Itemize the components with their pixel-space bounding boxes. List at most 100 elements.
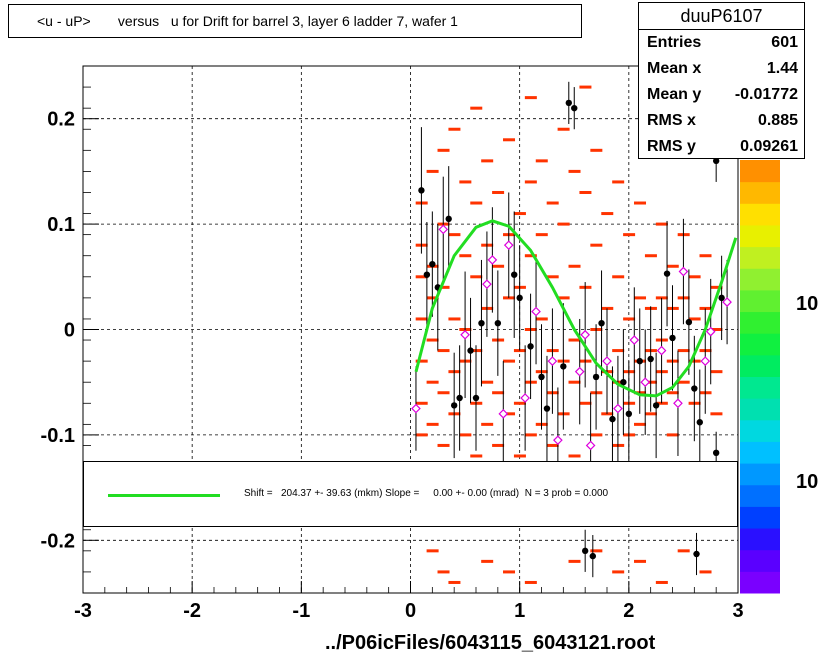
heatmap-cell xyxy=(437,285,450,289)
fit-curve xyxy=(414,219,738,398)
heatmap-cell xyxy=(481,422,494,426)
heatmap-cell xyxy=(470,275,483,279)
profile-point xyxy=(693,550,700,558)
stats-label: RMS x xyxy=(647,112,696,129)
profile-point xyxy=(636,357,643,365)
heatmap-cell xyxy=(481,159,494,163)
profile-point xyxy=(691,385,698,392)
profile-point-open xyxy=(547,356,558,366)
x-tick-label: 3 xyxy=(732,600,743,622)
color-scale-cell xyxy=(740,289,780,313)
heatmap-cell xyxy=(590,148,603,152)
profile-point xyxy=(450,402,458,409)
heatmap-cell xyxy=(699,254,712,258)
heatmap-cell xyxy=(415,359,428,363)
heatmap-cell xyxy=(568,454,581,458)
stats-value: 601 xyxy=(771,34,798,51)
x-tick-label: -3 xyxy=(74,600,92,622)
heatmap-cell xyxy=(568,169,581,173)
stats-label: Mean y xyxy=(647,86,702,103)
profile-point xyxy=(718,294,725,302)
y-tick-label: 0 xyxy=(64,320,75,342)
color-scale-label: 10 xyxy=(796,471,818,493)
heatmap-cell xyxy=(612,570,625,574)
profile-point xyxy=(669,334,676,342)
color-scale-cell xyxy=(740,333,780,356)
profile-point-open xyxy=(613,403,623,414)
stats-box: duuP6107 Entries 601 Mean x 1.44 Mean y … xyxy=(638,2,805,159)
heatmap-cell xyxy=(634,422,647,426)
heatmap-cell xyxy=(579,190,592,194)
color-scale-cell xyxy=(740,441,780,464)
stats-value: 0.885 xyxy=(757,112,798,129)
heatmap-cell xyxy=(524,96,537,100)
heatmap-cell xyxy=(557,296,570,300)
color-scale-cell xyxy=(740,376,780,399)
heatmap-cell xyxy=(623,233,636,237)
color-scale-cell xyxy=(740,549,780,572)
y-tick-label: -0.2 xyxy=(41,530,75,552)
profile-point xyxy=(581,547,589,555)
heatmap-cell xyxy=(568,559,581,563)
heatmap-cell xyxy=(415,317,428,321)
profile-point-open xyxy=(602,356,612,366)
heatmap-cell xyxy=(524,580,537,584)
heatmap-cell xyxy=(535,317,548,321)
profile-point-open xyxy=(585,440,596,451)
heatmap-cell xyxy=(415,433,428,437)
y-tick-label: 0.1 xyxy=(47,214,75,236)
heatmap-cell xyxy=(437,349,450,353)
profile-point xyxy=(647,355,654,363)
profile-point-open xyxy=(482,279,492,290)
profile-point-open xyxy=(640,377,651,388)
color-scale-cell xyxy=(740,484,780,507)
profile-point xyxy=(423,271,431,278)
profile-point xyxy=(663,270,671,277)
profile-point xyxy=(685,318,693,326)
heatmap-cell xyxy=(579,401,592,405)
heatmap-cell xyxy=(503,570,516,574)
heatmap-cell xyxy=(677,549,690,553)
heatmap-cell xyxy=(415,275,428,279)
profile-point xyxy=(560,363,567,370)
heatmap-cell xyxy=(492,391,505,395)
heatmap-cell xyxy=(448,127,461,131)
profile-point xyxy=(598,319,605,327)
heatmap-cell xyxy=(557,222,570,226)
profile-point xyxy=(696,419,703,426)
heatmap-cell xyxy=(688,317,701,321)
profile-point-open xyxy=(574,366,585,377)
profile-point-open xyxy=(531,306,541,317)
footer-filename: ../P06icFiles/6043115_6043121.root xyxy=(325,632,656,654)
profile-point xyxy=(418,187,425,194)
profile-point-open xyxy=(705,326,716,337)
x-tick-label: 1 xyxy=(514,600,525,622)
profile-point-open xyxy=(487,255,498,265)
profile-point xyxy=(712,449,720,457)
heatmap-cell xyxy=(655,222,668,226)
profile-point xyxy=(571,104,578,112)
profile-point xyxy=(472,394,480,402)
heatmap-cell xyxy=(568,338,581,342)
heatmap-cell xyxy=(590,433,603,437)
stats-row-mean-x: Mean x 1.44 xyxy=(639,56,804,82)
color-scale-cell xyxy=(740,571,780,594)
heatmap-cell xyxy=(415,401,428,405)
x-tick-label: 2 xyxy=(623,600,634,622)
profile-point xyxy=(712,157,720,165)
heatmap-cell xyxy=(524,254,537,258)
heatmap-cell xyxy=(524,433,537,437)
fit-legend-line xyxy=(108,494,220,497)
heatmap-cell xyxy=(644,254,657,258)
profile-point xyxy=(543,405,551,412)
profile-point xyxy=(589,552,597,560)
color-scale-cell xyxy=(740,160,780,183)
heatmap-cell xyxy=(612,180,625,184)
profile-point-open xyxy=(411,403,421,414)
profile-point-open xyxy=(722,297,732,307)
heatmap-cell xyxy=(644,412,657,416)
heatmap-cell xyxy=(710,328,723,331)
profile-point xyxy=(565,99,572,107)
color-scale-cell xyxy=(740,354,780,377)
stats-value: -0.01772 xyxy=(734,86,798,103)
